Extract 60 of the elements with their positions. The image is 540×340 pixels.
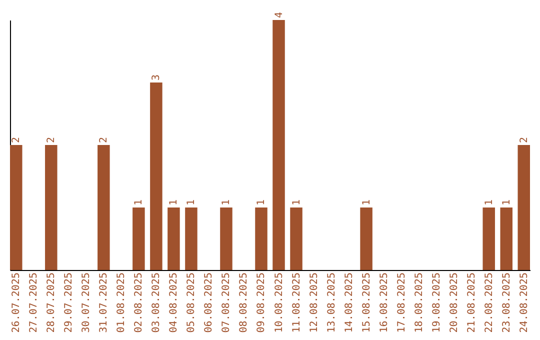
data-label: 2 xyxy=(98,136,110,143)
x-tick-label: 31.07.2025 xyxy=(98,272,110,333)
data-label: 2 xyxy=(46,136,58,143)
bar xyxy=(482,208,495,270)
data-label: 1 xyxy=(484,199,495,206)
x-tick-label: 02.08.2025 xyxy=(134,272,145,333)
x-tick-label: 30.07.2025 xyxy=(81,272,92,333)
data-label: 3 xyxy=(151,74,162,80)
data-label: 1 xyxy=(186,199,198,206)
x-tick-label: 19.08.2025 xyxy=(431,272,442,333)
bar xyxy=(272,20,285,270)
data-label: 1 xyxy=(501,199,512,206)
data-label: 4 xyxy=(274,12,285,18)
data-label: 1 xyxy=(134,199,145,206)
bar xyxy=(518,145,530,270)
x-tick-label: 23.08.2025 xyxy=(501,272,512,333)
data-label: 1 xyxy=(221,199,232,206)
bar xyxy=(185,208,198,270)
data-label: 1 xyxy=(361,199,372,206)
x-tick-label: 12.08.2025 xyxy=(308,272,320,333)
x-tick-label: 24.08.2025 xyxy=(518,272,530,333)
bar xyxy=(45,145,58,270)
bar xyxy=(290,208,302,270)
x-tick-label: 03.08.2025 xyxy=(151,272,162,333)
x-tick-label: 05.08.2025 xyxy=(186,272,198,333)
x-tick-label: 15.08.2025 xyxy=(361,272,372,333)
data-label: 1 xyxy=(256,199,268,206)
x-tick-label: 13.08.2025 xyxy=(326,272,338,333)
x-tick-label: 07.08.2025 xyxy=(221,272,232,333)
bar xyxy=(150,82,162,270)
x-tick-label: 26.07.2025 xyxy=(11,272,22,333)
x-tick-label: 16.08.2025 xyxy=(378,272,390,333)
x-tick-label: 04.08.2025 xyxy=(168,272,180,333)
x-tick-label: 08.08.2025 xyxy=(238,272,250,333)
x-tick-label: 06.08.2025 xyxy=(204,272,215,333)
data-label: 2 xyxy=(518,136,530,143)
x-tick-label: 29.07.2025 xyxy=(64,272,75,333)
x-tick-label: 21.08.2025 xyxy=(466,272,478,333)
x-tick-label: 11.08.2025 xyxy=(291,272,302,333)
x-tick-label: 27.07.2025 xyxy=(28,272,40,333)
bar xyxy=(98,145,110,270)
data-label: 1 xyxy=(168,199,180,206)
bar xyxy=(10,145,22,270)
data-label: 2 xyxy=(11,136,22,143)
bar xyxy=(255,208,268,270)
x-tick-label: 14.08.2025 xyxy=(344,272,355,333)
x-tick-label: 28.07.2025 xyxy=(46,272,58,333)
bar xyxy=(168,208,180,270)
x-tick-label: 01.08.2025 xyxy=(116,272,128,333)
x-tick-label: 10.08.2025 xyxy=(274,272,285,333)
x-tick-label: 22.08.2025 xyxy=(484,272,495,333)
data-label: 1 xyxy=(291,199,302,206)
x-tick-label: 18.08.2025 xyxy=(414,272,425,333)
bar xyxy=(220,208,232,270)
bar xyxy=(500,208,512,270)
bar xyxy=(360,208,372,270)
x-tick-label: 09.08.2025 xyxy=(256,272,268,333)
x-tick-label: 20.08.2025 xyxy=(448,272,460,333)
x-tick-label: 17.08.2025 xyxy=(396,272,408,333)
bar xyxy=(132,208,145,270)
